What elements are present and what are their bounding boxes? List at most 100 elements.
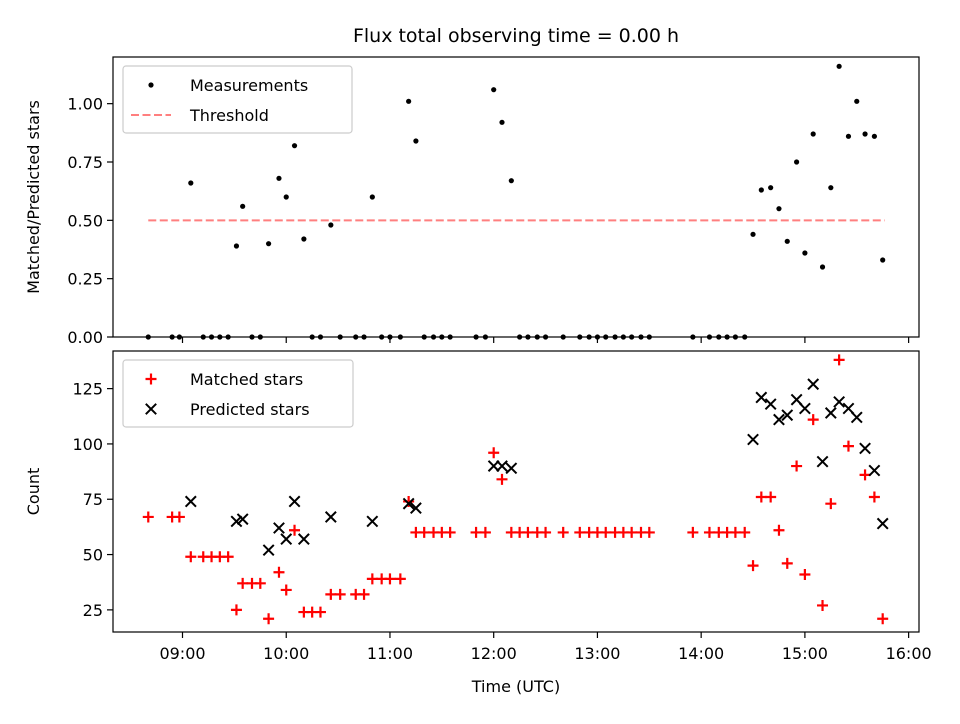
y-tick-label: 25 [83, 601, 103, 620]
data-point [816, 455, 829, 468]
data-point [747, 433, 759, 446]
data-point [230, 515, 243, 528]
data-point [508, 178, 514, 184]
data-point [868, 491, 880, 503]
data-point [755, 391, 768, 404]
data-point [807, 378, 820, 391]
data-point [283, 194, 289, 200]
plot-frame [112, 56, 920, 338]
x-tick-label: 16:00 [886, 644, 932, 663]
data-point [276, 175, 282, 181]
data-point [173, 511, 185, 523]
data-point [842, 440, 854, 452]
y-tick-label: 50 [83, 546, 103, 565]
data-point [877, 613, 889, 625]
data-point [237, 577, 249, 589]
data-point [314, 606, 326, 618]
data-point [185, 551, 197, 563]
data-point [273, 522, 285, 534]
data-point [366, 573, 378, 585]
legend-entry: Matched stars [190, 370, 303, 389]
data-point [236, 513, 249, 526]
data-point [479, 526, 491, 538]
data-point [758, 187, 764, 193]
data-point [406, 98, 412, 104]
data-point [876, 517, 889, 530]
data-point [184, 495, 197, 508]
data-point [324, 511, 337, 523]
data-point [444, 526, 456, 538]
data-point [773, 524, 785, 536]
data-point [747, 560, 759, 572]
data-point [880, 257, 886, 263]
data-point [291, 143, 298, 149]
data-point [802, 250, 808, 256]
data-point [557, 526, 569, 538]
data-point [289, 524, 301, 536]
data-point [328, 222, 334, 228]
series-measurements [145, 63, 886, 340]
y-tick-label: 0.25 [67, 270, 103, 289]
data-point [325, 588, 337, 600]
x-tick-label: 11:00 [367, 644, 413, 663]
data-point [491, 87, 497, 93]
data-point [739, 526, 751, 538]
data-point [413, 138, 419, 144]
data-point [505, 462, 518, 475]
legend-box [122, 359, 354, 428]
data-point [288, 495, 301, 508]
x-tick-label: 10:00 [263, 644, 309, 663]
data-point [643, 526, 655, 538]
data-point [280, 584, 292, 596]
data-point [799, 568, 811, 580]
data-point [817, 599, 829, 611]
x-tick-label: 13:00 [574, 644, 620, 663]
data-point [148, 82, 154, 88]
data-point [854, 98, 860, 104]
y-tick-label: 100 [72, 435, 103, 454]
x-tick-label: 12:00 [471, 644, 517, 663]
data-point [781, 557, 793, 569]
y-axis-label: Count [24, 468, 43, 516]
top-plot-panel: 0.00 0.25 0.50 0.75 1.00 Measurements Threshol… [24, 25, 920, 347]
data-point [402, 497, 415, 510]
data-point [791, 460, 803, 472]
legend-entry: Threshold [189, 106, 269, 125]
legend-entry: Predicted stars [190, 400, 310, 419]
data-point [418, 526, 430, 538]
data-point [765, 491, 777, 503]
data-point [265, 241, 272, 247]
data-point [496, 473, 508, 485]
y-tick-label: 1.00 [67, 95, 103, 114]
data-point [859, 442, 871, 455]
series-predicted-stars [184, 378, 889, 557]
data-point [819, 264, 826, 270]
series-matched-stars [142, 354, 889, 625]
data-point [233, 243, 240, 249]
data-point [280, 533, 293, 545]
data-point [522, 526, 534, 538]
data-point [862, 131, 868, 137]
data-point [254, 577, 266, 589]
x-tick-label: 15:00 [782, 644, 828, 663]
data-point [836, 63, 842, 69]
data-point [703, 526, 715, 538]
data-point [845, 133, 852, 139]
data-point [222, 551, 234, 563]
data-point [145, 373, 157, 385]
data-point [687, 526, 699, 538]
data-point [871, 133, 877, 139]
data-point [499, 119, 505, 125]
data-point [850, 411, 863, 424]
y-tick-label: 75 [83, 490, 103, 509]
data-point [488, 447, 500, 459]
data-point [297, 533, 310, 545]
y-tick-label: 0.00 [67, 328, 103, 347]
legend: Matched stars Predicted stars [122, 359, 354, 428]
data-point [142, 511, 154, 523]
data-point [263, 613, 275, 625]
data-point [394, 573, 406, 585]
legend: Measurements Threshold [122, 65, 353, 134]
data-point [793, 159, 800, 165]
